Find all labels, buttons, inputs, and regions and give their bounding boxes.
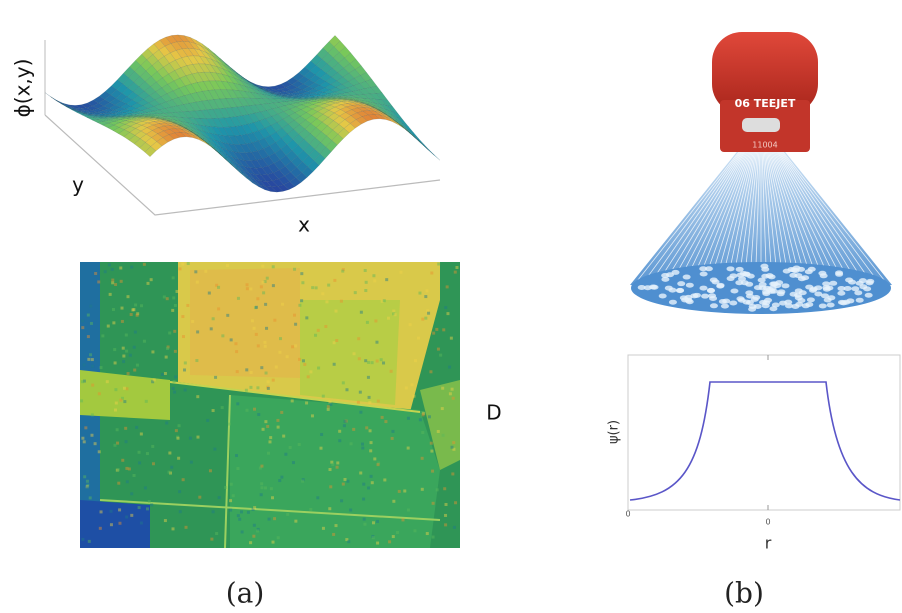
field-map [80, 262, 460, 548]
x-axis-label: x [298, 213, 310, 237]
caption-a: (a) [226, 577, 265, 610]
x-axis-label: r [765, 534, 772, 553]
y-axis-label: y [72, 173, 84, 197]
surface-plot [45, 35, 440, 215]
figure: ϕ(x,y) y x D (a) 06 TEEJET 11004 0 [0, 0, 902, 613]
z-axis-label: ϕ(x,y) [11, 59, 35, 118]
mesh-cell [418, 140, 429, 150]
mesh-cell [408, 129, 419, 139]
profile-plot [628, 355, 900, 510]
y-axis-label: ψ(r) [607, 420, 622, 444]
mesh-cell [429, 150, 440, 160]
mesh-cell [413, 135, 424, 145]
nozzle-code: 11004 [752, 141, 777, 150]
side-label: D [486, 401, 501, 425]
nozzle-brand: 06 TEEJET [735, 97, 796, 110]
y-tick-label: 0 [625, 510, 630, 519]
profile-curve [630, 382, 900, 500]
x-tick-label: 0 [765, 518, 770, 527]
caption-b: (b) [724, 577, 764, 610]
nozzle-illustration [630, 32, 892, 314]
mesh-cell [57, 101, 68, 107]
